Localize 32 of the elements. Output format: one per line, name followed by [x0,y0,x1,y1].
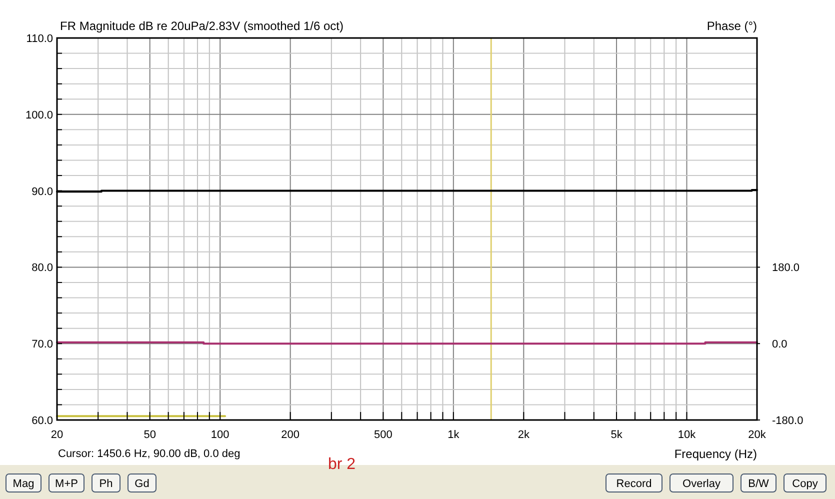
x-tick-label: 100 [210,429,230,441]
x-tick-label: 5k [610,429,623,441]
y2-tick-label: 0.0 [772,338,788,351]
text: br 2 [328,456,356,473]
x-tick-label: 10k [678,429,696,441]
x-tick-label: 50 [144,429,156,441]
button: Mag [6,474,42,492]
y2-tick-label: -180.0 [772,415,804,427]
y-tick-label: 90.0 [32,186,53,198]
y-tick-label: 60.0 [32,415,53,427]
x-tick-label: 2k [518,429,530,441]
x-tick-label: 1k [448,429,460,441]
button: Record [606,474,662,492]
y-tick-label: 70.0 [32,338,53,351]
button: Gd [128,474,156,492]
text: Cursor: 1450.6 Hz, 90.00 dB, 0.0 deg [58,448,240,460]
y-tick-label: 80.0 [32,262,53,274]
x-tick-label: 500 [374,429,392,441]
x-tick-label: 200 [281,429,300,441]
button: M+P [48,474,84,492]
y2-tick-label: 180.0 [772,262,800,274]
button: Ph [92,474,120,492]
x-axis-title: Frequency (Hz) [674,447,758,461]
button: Overlay [670,474,734,492]
x-tick-label: 20k [748,429,766,441]
y-tick-label: 100.0 [25,109,53,122]
button: Copy [784,474,826,492]
button: B/W [740,474,776,492]
y-tick-label: 110.0 [26,33,53,45]
chart-title: FR Magnitude dB re 20uPa/2.83V (smoothed 1/6 oct) [60,19,344,33]
y2-axis-title: Phase (°) [706,19,757,33]
x-tick-label: 20 [50,429,64,441]
